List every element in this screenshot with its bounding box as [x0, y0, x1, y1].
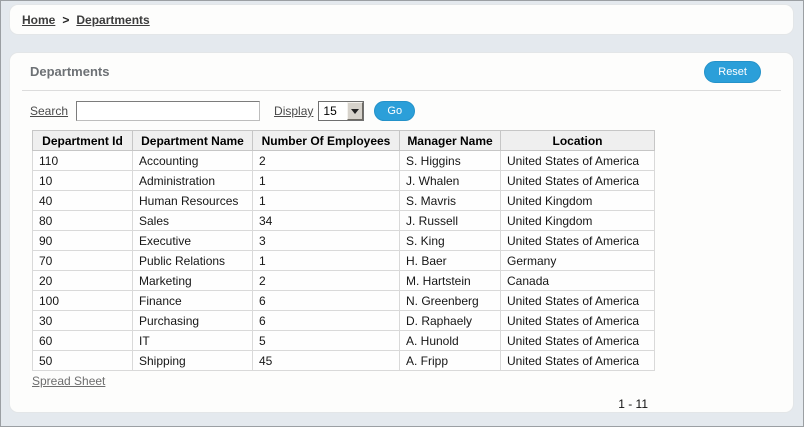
table-cell: 45: [252, 350, 400, 371]
column-header: Location: [500, 130, 655, 151]
search-toolbar: Search Display 15 Go: [30, 100, 781, 122]
table-cell: A. Fripp: [399, 350, 501, 371]
table-row: 60 IT 5 A. Hunold United States of America: [32, 330, 655, 351]
table-cell: United States of America: [500, 350, 655, 371]
table-cell: 50: [32, 350, 133, 371]
spread-sheet-link[interactable]: Spread Sheet: [32, 374, 106, 388]
table-cell: United States of America: [500, 230, 655, 251]
table-row: 80 Sales 34 J. Russell United Kingdom: [32, 210, 655, 231]
search-label: Search: [30, 104, 69, 118]
table-cell: J. Whalen: [399, 170, 501, 191]
table-cell: A. Hunold: [399, 330, 501, 351]
table-cell: United Kingdom: [500, 210, 655, 231]
table-row: 70 Public Relations 1 H. Baer Germany: [32, 250, 655, 271]
table-header-row: Department Id Department Name Number Of Em…: [32, 130, 655, 151]
table-cell: Purchasing: [132, 310, 253, 331]
table-cell: 2: [252, 270, 400, 291]
table-cell: IT: [132, 330, 253, 351]
table-cell: H. Baer: [399, 250, 501, 271]
column-header: Department Name: [132, 130, 253, 151]
table-cell: 30: [32, 310, 133, 331]
table-cell: S. Mavris: [399, 190, 501, 211]
table-cell: Finance: [132, 290, 253, 311]
table-cell: Shipping: [132, 350, 253, 371]
table-row: 50 Shipping 45 A. Fripp United States of Ame…: [32, 350, 655, 371]
table-cell: 70: [32, 250, 133, 271]
search-input[interactable]: [76, 101, 261, 121]
table-cell: Executive: [132, 230, 253, 251]
table-row: 40 Human Resources 1 S. Mavris United Kingdo…: [32, 190, 655, 211]
table-cell: 80: [32, 210, 133, 231]
breadcrumb-link-departments[interactable]: Departments: [76, 12, 150, 27]
table-cell: 10: [32, 170, 133, 191]
table-cell: United States of America: [500, 170, 655, 191]
table-cell: Canada: [500, 270, 655, 291]
table-row: 30 Purchasing 6 D. Raphaely United States of…: [32, 310, 655, 331]
table-cell: United States of America: [500, 290, 655, 311]
table-cell: D. Raphaely: [399, 310, 501, 331]
table-cell: United States of America: [500, 310, 655, 331]
departments-table: Department Id Department Name Number Of Em…: [32, 130, 655, 371]
table-cell: United States of America: [500, 150, 655, 171]
chevron-down-icon: [351, 108, 360, 114]
table-cell: 60: [32, 330, 133, 351]
table-row: 10 Administration 1 J. Whalen United States …: [32, 170, 655, 191]
table-cell: S. Higgins: [399, 150, 501, 171]
panel-header: Departments Reset: [22, 53, 781, 91]
table-cell: Human Resources: [132, 190, 253, 211]
table-cell: 2: [252, 150, 400, 171]
table-cell: Marketing: [132, 270, 253, 291]
table-cell: Accounting: [132, 150, 253, 171]
table-cell: 6: [252, 290, 400, 311]
page-title: Departments: [30, 64, 110, 79]
pagination-range: 1 - 11: [618, 397, 648, 411]
table-cell: Sales: [132, 210, 253, 231]
table-cell: United States of America: [500, 330, 655, 351]
table-cell: 90: [32, 230, 133, 251]
display-select-value: 15: [323, 104, 337, 118]
table-cell: 34: [252, 210, 400, 231]
table-cell: 20: [32, 270, 133, 291]
table-cell: S. King: [399, 230, 501, 251]
table-cell: N. Greenberg: [399, 290, 501, 311]
table-row: 110 Accounting 2 S. Higgins United States of…: [32, 150, 655, 171]
table-cell: 110: [32, 150, 133, 171]
table-cell: Public Relations: [132, 250, 253, 271]
table-cell: 1: [252, 170, 400, 191]
table-row: 20 Marketing 2 M. Hartstein Canada: [32, 270, 655, 291]
display-label: Display: [274, 104, 314, 118]
departments-panel: Departments Reset Search Display 15 Go D…: [9, 52, 794, 413]
breadcrumb-separator: >: [62, 12, 70, 27]
column-header: Number Of Employees: [252, 130, 400, 151]
table-cell: Administration: [132, 170, 253, 191]
table-cell: 100: [32, 290, 133, 311]
breadcrumb-link-home[interactable]: Home: [22, 12, 56, 27]
breadcrumb: Home > Departments: [9, 4, 794, 35]
table-cell: 5: [252, 330, 400, 351]
table-cell: 1: [252, 190, 400, 211]
go-button[interactable]: Go: [374, 101, 416, 121]
departments-table-body: 110 Accounting 2 S. Higgins United States of…: [32, 150, 655, 371]
table-cell: M. Hartstein: [399, 270, 501, 291]
table-cell: 40: [32, 190, 133, 211]
column-header: Manager Name: [399, 130, 501, 151]
table-cell: 3: [252, 230, 400, 251]
display-select-button[interactable]: [347, 102, 364, 120]
column-header: Department Id: [32, 130, 133, 151]
table-row: 100 Finance 6 N. Greenberg United States of …: [32, 290, 655, 311]
display-select[interactable]: 15: [318, 101, 365, 121]
table-cell: Germany: [500, 250, 655, 271]
table-cell: 6: [252, 310, 400, 331]
table-cell: J. Russell: [399, 210, 501, 231]
table-cell: 1: [252, 250, 400, 271]
table-cell: United Kingdom: [500, 190, 655, 211]
reset-button[interactable]: Reset: [704, 60, 761, 83]
table-row: 90 Executive 3 S. King United States of Amer…: [32, 230, 655, 251]
